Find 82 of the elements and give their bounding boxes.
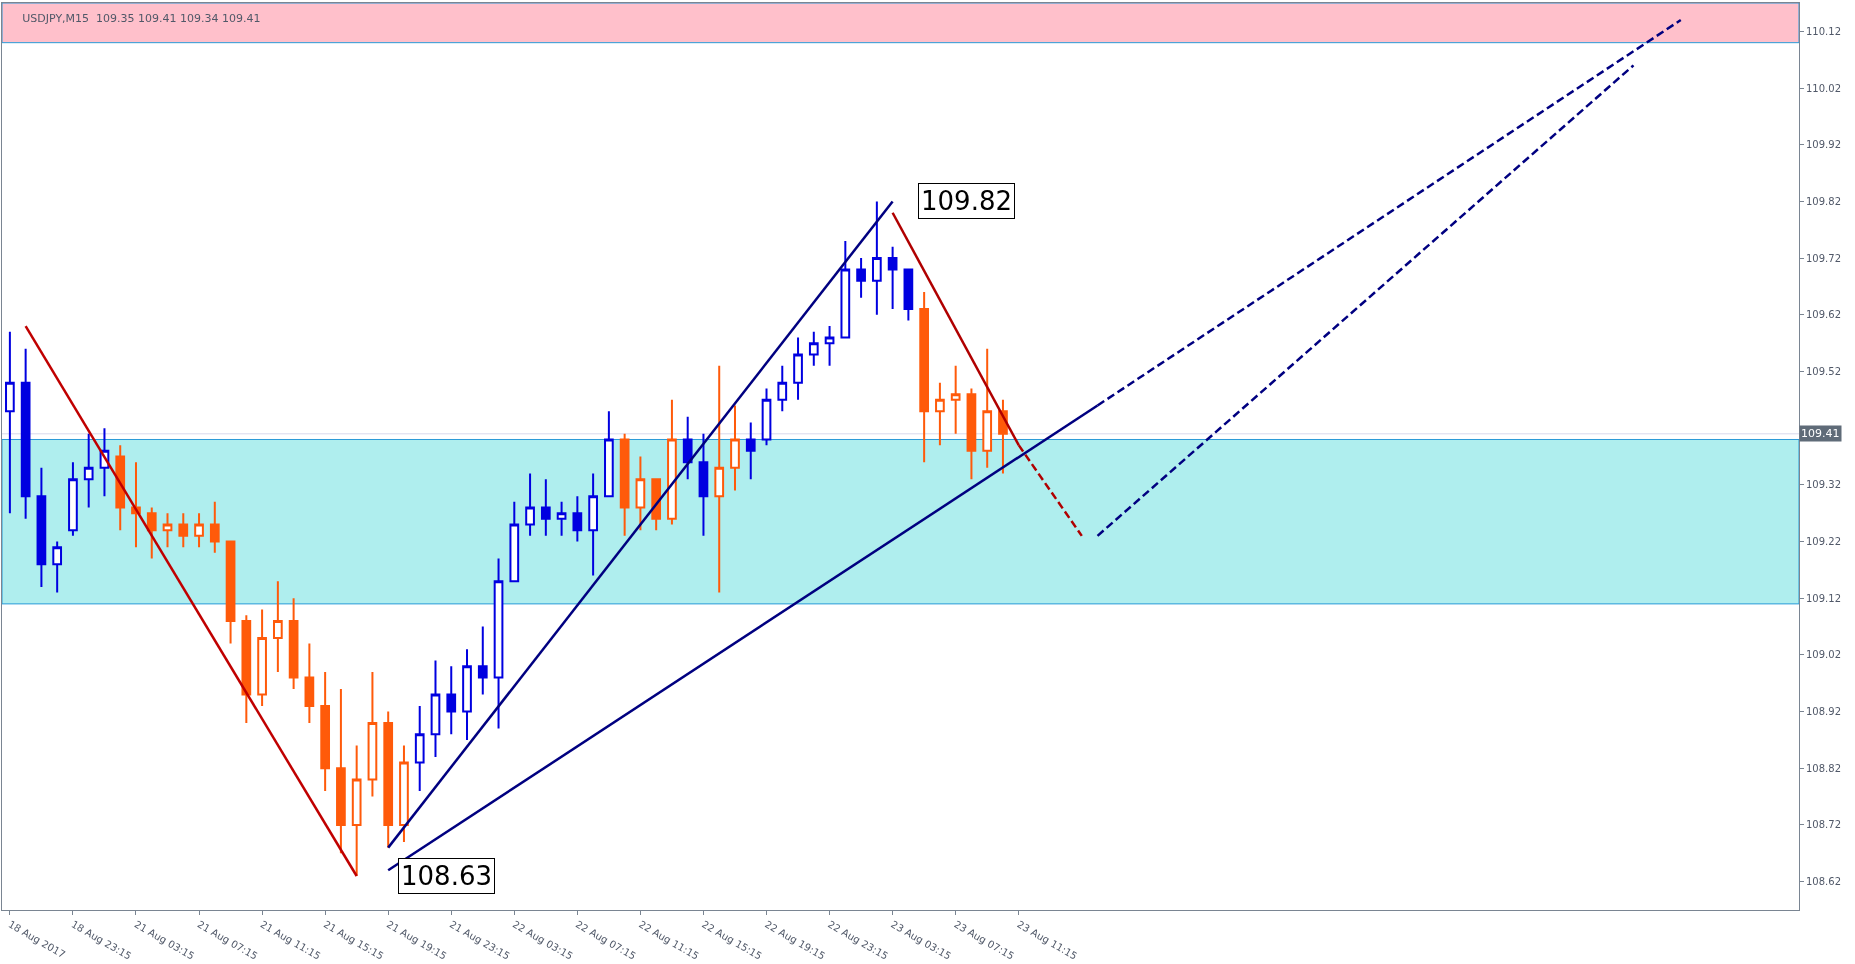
candlestick — [414, 704, 425, 792]
y-tick-label: 108.82 — [1806, 762, 1841, 774]
candlestick — [903, 268, 914, 322]
candlestick — [383, 710, 394, 849]
candlestick — [68, 461, 78, 537]
candlestick — [194, 512, 204, 549]
candlestick — [887, 245, 898, 311]
candlestick — [966, 387, 977, 481]
candlestick — [667, 398, 677, 526]
y-tick-label: 109.22 — [1806, 536, 1841, 548]
candlestick — [730, 404, 740, 492]
candlestick — [304, 642, 315, 724]
candlestick — [36, 466, 47, 588]
candlestick — [131, 461, 141, 549]
candlestick — [462, 648, 472, 741]
candlestick — [619, 432, 630, 537]
candlestick — [556, 500, 567, 537]
candlestick — [919, 291, 930, 464]
candlestick — [761, 387, 772, 447]
candlestick — [209, 500, 220, 554]
candlestick — [777, 364, 788, 413]
candlestick — [178, 512, 189, 549]
candlestick — [604, 410, 614, 498]
candlestick — [115, 444, 126, 532]
candlestick — [477, 625, 488, 696]
candlestick — [935, 381, 945, 447]
y-tick-label: 110.12 — [1806, 25, 1841, 37]
y-tick-label: 108.92 — [1806, 706, 1841, 718]
candlestick — [367, 670, 378, 798]
candlestick — [257, 608, 267, 707]
candlestick — [572, 495, 583, 543]
candlestick — [808, 330, 819, 367]
candlestick — [745, 421, 756, 481]
annotation: 109.82 — [921, 186, 1012, 216]
candlestick — [225, 540, 236, 645]
candlestick — [493, 557, 504, 730]
candlestick — [351, 744, 362, 877]
candlestick — [714, 364, 725, 594]
candlestick — [525, 472, 535, 537]
candlestick — [840, 240, 851, 339]
y-tick-label: 109.32 — [1806, 479, 1841, 491]
y-tick-label: 110.02 — [1806, 82, 1841, 94]
candlestick — [446, 665, 457, 736]
y-tick-label: 109.02 — [1806, 649, 1841, 661]
y-tick-label: 109.72 — [1806, 252, 1841, 264]
y-tick-label: 109.92 — [1806, 139, 1841, 151]
candlestick — [272, 580, 283, 673]
y-tick-label: 108.62 — [1806, 876, 1841, 888]
candlestick — [162, 512, 173, 549]
candlestick — [336, 687, 346, 855]
candlestick — [20, 347, 31, 520]
text: USDJPY,M15 109.35 109.41 109.34 109.41 — [22, 12, 261, 26]
candlestick — [635, 455, 646, 532]
candlestick — [241, 614, 252, 724]
candlestick — [399, 744, 409, 843]
candlestick — [146, 506, 157, 560]
candlestick — [83, 432, 94, 509]
candlestick — [982, 347, 993, 469]
y-tick-label: 109.52 — [1806, 365, 1841, 377]
candlestick — [430, 659, 441, 758]
candlestick — [682, 415, 693, 481]
candlestick — [5, 330, 15, 515]
y-tick-label: 108.72 — [1806, 819, 1841, 831]
candlestick — [288, 597, 299, 690]
y-tick-label: 109.82 — [1806, 195, 1841, 207]
candlestick — [793, 336, 803, 401]
candlestick — [588, 472, 598, 577]
y-tick-label: 109.62 — [1806, 309, 1841, 321]
candlestick — [871, 200, 882, 316]
annotation: 108.63 — [401, 861, 492, 891]
candlestick — [320, 670, 331, 792]
candlestick — [698, 432, 709, 537]
candlestick — [824, 325, 835, 367]
candlestick — [52, 540, 63, 594]
candlestick — [540, 478, 551, 537]
ref-line-label: 109.41 — [1801, 427, 1840, 440]
candlestick — [856, 257, 866, 299]
y-tick-label: 109.12 — [1806, 592, 1841, 604]
candlestick — [651, 478, 662, 532]
candlestick — [509, 500, 520, 583]
candlestick — [950, 364, 961, 435]
x-tick-label: 18 Aug 2017 — [6, 918, 68, 961]
